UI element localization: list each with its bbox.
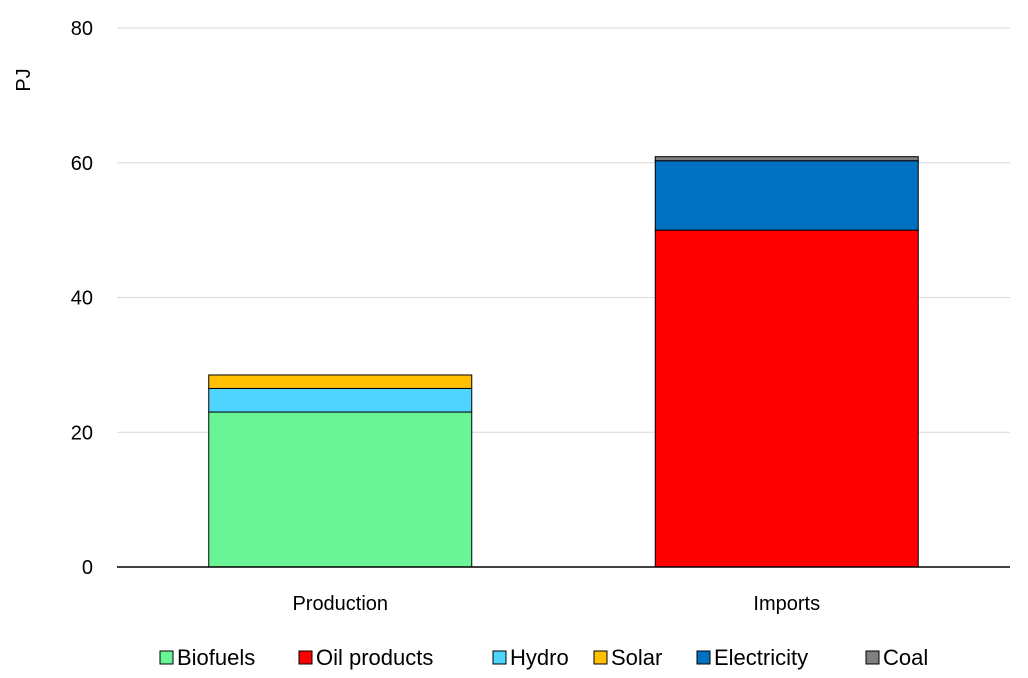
legend-label: Electricity <box>714 645 808 670</box>
legend-label: Oil products <box>316 645 433 670</box>
legend-swatch <box>865 650 880 665</box>
legend-swatch <box>159 650 174 665</box>
legend-label: Solar <box>611 645 662 670</box>
legend-item-electricity: Electricity <box>696 645 808 670</box>
bar-segment-biofuels-production <box>208 411 473 568</box>
y-tick-label: 80 <box>71 18 93 40</box>
y-axis-title: PJ <box>13 68 35 91</box>
legend-label: Biofuels <box>177 645 255 670</box>
x-tick-label: Production <box>292 593 388 615</box>
bar-segment-hydro-production <box>208 387 473 413</box>
legend-swatch <box>492 650 507 665</box>
x-tick-label: Imports <box>753 593 820 615</box>
bars <box>208 156 919 568</box>
legend-item-coal: Coal <box>865 645 928 670</box>
legend-label: Coal <box>883 645 928 670</box>
y-tick-label: 60 <box>71 153 93 175</box>
bar-segment-coal-imports <box>654 156 919 162</box>
legend-swatch <box>593 650 608 665</box>
legend-item-hydro: Hydro <box>492 645 569 670</box>
bar-segment-oil-products-imports <box>654 229 919 568</box>
y-tick-label: 40 <box>71 288 93 310</box>
legend-swatch <box>696 650 711 665</box>
y-tick-label: 20 <box>71 422 93 444</box>
x-axis-ticks: Production Imports <box>292 593 820 615</box>
legend-item-oil-products: Oil products <box>298 645 433 670</box>
legend: Biofuels Oil products Hydro Solar Electricit… <box>159 645 928 670</box>
bar-segment-solar-production <box>208 374 473 389</box>
legend-item-biofuels: Biofuels <box>159 645 255 670</box>
legend-item-solar: Solar <box>593 645 662 670</box>
legend-label: Hydro <box>510 645 569 670</box>
legend-swatch <box>298 650 313 665</box>
y-tick-label: 0 <box>82 557 93 579</box>
y-axis-ticks: 0 20 40 60 80 <box>71 18 93 579</box>
bar-segment-electricity-imports <box>654 160 919 231</box>
